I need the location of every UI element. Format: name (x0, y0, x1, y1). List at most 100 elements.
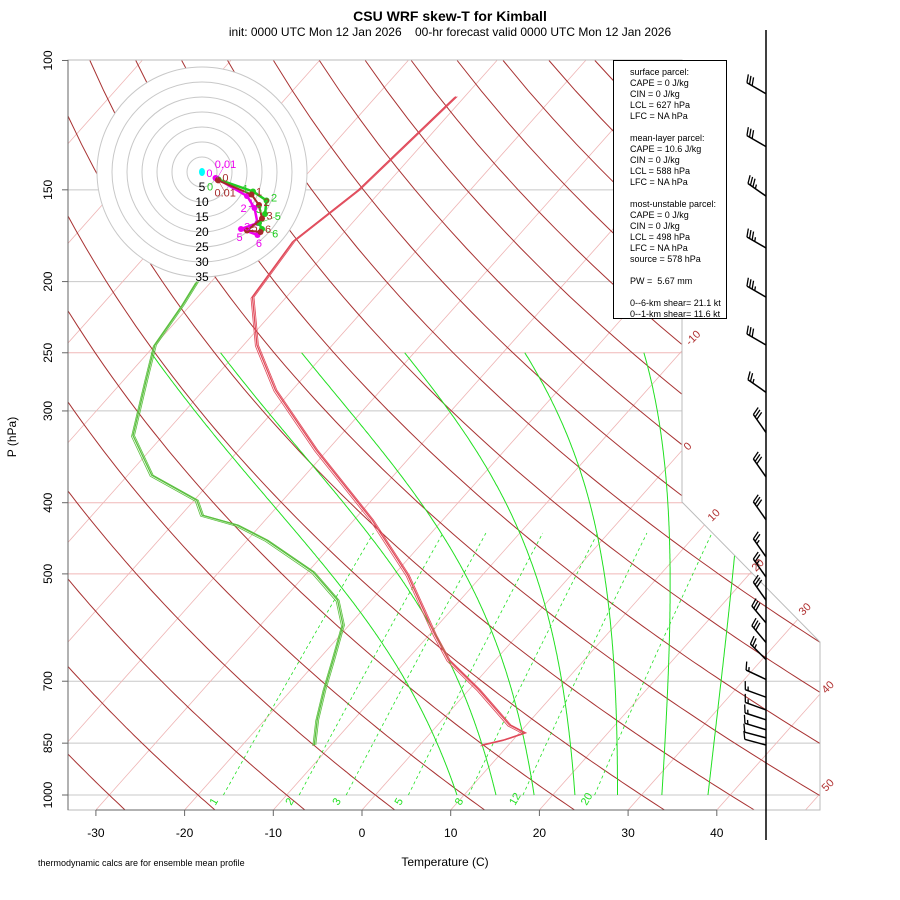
wind-barb (751, 598, 767, 624)
hodograph-point (257, 229, 264, 235)
stats-line (630, 188, 726, 199)
hodograph-ring-label: 15 (195, 210, 209, 224)
wind-barb-feather (751, 130, 755, 139)
y-tick-label: 100 (41, 50, 55, 70)
wind-barb-staff (751, 605, 767, 624)
wind-barb-half-feather (752, 378, 755, 384)
hodograph-height-label: 3 (244, 222, 250, 234)
wind-barb (749, 635, 767, 661)
wind-barb-staff (746, 285, 767, 298)
temperature-profile-line (253, 96, 528, 746)
wind-barb-staff (744, 712, 767, 721)
moist-adiabat-line (150, 352, 458, 796)
temperature-profile-line (251, 96, 527, 746)
wind-barb-feather (756, 499, 763, 508)
stats-line: most-unstable parcel: (630, 199, 717, 209)
dewpoint-profile-line (131, 282, 342, 747)
hodograph-height-label: 1 (242, 184, 248, 196)
sounding-profiles (131, 96, 528, 747)
wind-barb (751, 617, 767, 643)
isotherm-label: 10 (706, 507, 723, 524)
stats-line (630, 265, 726, 276)
wind-barb-feather (754, 554, 761, 562)
wind-barb-feather (748, 229, 752, 239)
stats-line: PW = 5.67 mm (630, 276, 693, 286)
stats-line: CIN = 0 J/kg (630, 221, 680, 231)
wind-barb-feather (753, 600, 759, 609)
hodograph-ring-label: 30 (195, 255, 209, 269)
wind-barb (744, 693, 767, 711)
wind-barb-staff (751, 625, 767, 643)
wind-barb-half-feather (754, 237, 757, 242)
hodograph-height-label: 1 (256, 187, 262, 199)
wind-barb-feather (752, 551, 759, 560)
wind-barb-staff (747, 379, 767, 393)
y-tick-label: 200 (41, 271, 55, 291)
wind-barb (747, 175, 767, 197)
wind-barb-staff (746, 333, 767, 346)
wind-barb-feather (748, 128, 752, 138)
dry-adiabat-line (89, 60, 820, 810)
hodograph-ring-label: 25 (195, 240, 209, 254)
wind-barbs (743, 30, 767, 840)
dry-adiabat-line (778, 60, 820, 810)
wind-barb-half-feather (756, 539, 760, 545)
dry-adiabat-line (273, 60, 820, 810)
wind-barb-feather (752, 407, 759, 415)
wind-barb-staff (752, 538, 767, 558)
wind-barb-feather (755, 622, 761, 631)
hodograph-height-label: 5 (237, 232, 243, 244)
x-tick-label: 30 (621, 826, 635, 840)
y-tick-label: 700 (41, 671, 55, 691)
y-tick-label: 500 (41, 564, 55, 584)
wind-barb (746, 277, 767, 298)
mixing-ratio-label: 1 (208, 796, 221, 807)
hodograph-point (251, 205, 258, 211)
hodograph-height-label: 6 (272, 229, 278, 241)
wind-barb-staff (745, 669, 767, 681)
dry-adiabat-line (68, 60, 127, 810)
stats-line: LFC = NA hPa (630, 243, 688, 253)
mixing-ratio-line (223, 532, 374, 796)
wind-barb-half-feather (756, 560, 760, 565)
hodograph-label-leaders (216, 163, 278, 235)
stats-line: LFC = NA hPa (630, 111, 688, 121)
wind-barb-feather (753, 620, 759, 629)
mixing-ratio-label: 2 (283, 796, 296, 807)
wind-barb-feather (749, 372, 754, 382)
stats-line: source = 578 hPa (630, 254, 701, 264)
dewpoint-profile-line (134, 281, 345, 746)
wind-barb-feather (751, 77, 755, 86)
hodograph-height-label: 1 (248, 198, 254, 210)
mixing-ratio-label: 20 (579, 791, 596, 808)
isotherm-line (68, 60, 498, 810)
x-tick-label: -10 (265, 826, 283, 840)
wind-barb (752, 531, 767, 558)
stats-line (630, 287, 726, 298)
chart-subtitle: init: 0000 UTC Mon 12 Jan 2026 00-hr for… (228, 25, 672, 39)
wind-barb (746, 127, 767, 148)
dry-adiabat-line (318, 60, 820, 810)
wind-barb-feather (751, 617, 757, 626)
x-tick-label: -20 (176, 826, 194, 840)
wind-barb-feather (752, 451, 759, 460)
mixing-ratio-label: 5 (393, 796, 406, 807)
wind-barb-staff (752, 414, 767, 433)
wind-barb-feather (746, 325, 749, 335)
isotherm-line (804, 60, 820, 810)
wind-barb (746, 228, 767, 249)
dewpoint-profile-line (132, 281, 344, 746)
wind-barb-feather (751, 328, 755, 338)
hodograph-ring (156, 126, 248, 218)
hodograph-height-label: 5 (251, 223, 257, 235)
hodograph-ring-label: 10 (195, 195, 209, 209)
dry-adiabat-line (68, 60, 306, 810)
wind-barb-feather (756, 411, 763, 420)
wind-barb-feather (749, 176, 754, 186)
wind-barb-feather (751, 280, 755, 290)
hodograph-height-label: 0 (222, 172, 228, 184)
hodograph-point (256, 202, 262, 208)
hodograph-ring (141, 111, 263, 233)
isotherm-line (68, 60, 586, 810)
